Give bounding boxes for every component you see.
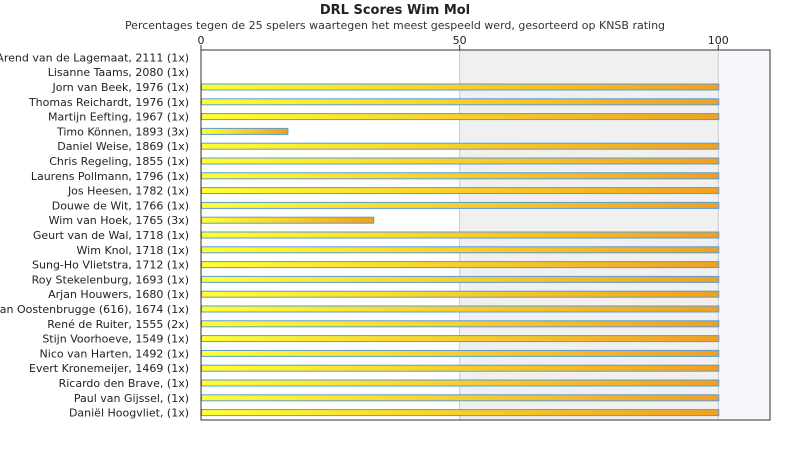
chart-subtitle: Percentages tegen de 25 spelers waartege…: [124, 19, 666, 32]
bar: [201, 349, 720, 357]
bar: [201, 142, 720, 150]
category-label: Martijn Eefting, 1967 (1x): [48, 111, 189, 124]
x-tick-label: 100: [708, 34, 729, 47]
category-label: Daniël Hoogvliet, (1x): [69, 407, 189, 420]
category-label: René de Ruiter, 1555 (2x): [47, 318, 189, 331]
category-label: Roy Stekelenburg, 1693 (1x): [32, 273, 189, 286]
bar: [201, 83, 720, 91]
category-label: Jorn van Beek, 1976 (1x): [51, 81, 189, 94]
bar: [201, 113, 720, 121]
bar: [201, 409, 720, 417]
category-label: Laurens Pollmann, 1796 (1x): [31, 170, 189, 183]
category-label: Douwe de Wit, 1766 (1x): [52, 199, 189, 212]
bar: [201, 290, 720, 298]
category-label: Wim Knol, 1718 (1x): [77, 244, 189, 257]
bar: [201, 364, 720, 372]
plot-frame: [200, 49, 771, 421]
bar: [201, 187, 720, 195]
x-tick-label: 50: [453, 34, 467, 47]
chart-title: DRL Scores Wim Mol: [319, 3, 471, 18]
category-label: Nico van Harten, 1492 (1x): [40, 347, 189, 360]
bar: [201, 231, 720, 239]
bar: [201, 98, 720, 106]
category-label: Evert Kronemeijer, 1469 (1x): [29, 362, 189, 375]
category-label: Jos Heesen, 1782 (1x): [67, 185, 189, 198]
category-label: Chris Regeling, 1855 (1x): [49, 155, 189, 168]
category-label: Lisanne Taams, 2080 (1x): [48, 66, 189, 79]
bar: [201, 335, 720, 343]
bar: [201, 305, 720, 313]
category-label: Paul van Gijssel, (1x): [74, 392, 189, 405]
bar: [201, 246, 720, 254]
bar: [201, 379, 720, 387]
category-label: Daniel Weise, 1869 (1x): [57, 140, 189, 153]
category-label: Wim van Hoek, 1765 (3x): [49, 214, 189, 227]
bar: [201, 172, 720, 180]
category-label: Arjan Houwers, 1680 (1x): [48, 288, 189, 301]
bar: [201, 261, 720, 269]
category-label: Stijn Voorhoeve, 1549 (1x): [42, 333, 189, 346]
x-tick-label: 0: [198, 34, 205, 47]
bar: [201, 394, 720, 402]
bar: [201, 157, 720, 165]
category-label: Geurt van de Wal, 1718 (1x): [33, 229, 189, 242]
bar: [201, 320, 720, 328]
bar: [201, 216, 375, 224]
category-label: Ricardo den Brave, (1x): [59, 377, 189, 390]
category-label: Kees van Oostenbrugge (616), 1674 (1x): [0, 303, 189, 316]
category-label: Arend van de Lagemaat, 2111 (1x): [0, 51, 189, 64]
category-label: Timo Können, 1893 (3x): [56, 125, 189, 138]
category-label: Thomas Reichardt, 1976 (1x): [28, 96, 189, 109]
bar: [201, 201, 720, 209]
bar: [201, 275, 720, 283]
plot-band: [718, 50, 770, 420]
bar: [201, 127, 289, 135]
category-label: Sung-Ho Vlietstra, 1712 (1x): [32, 259, 189, 272]
